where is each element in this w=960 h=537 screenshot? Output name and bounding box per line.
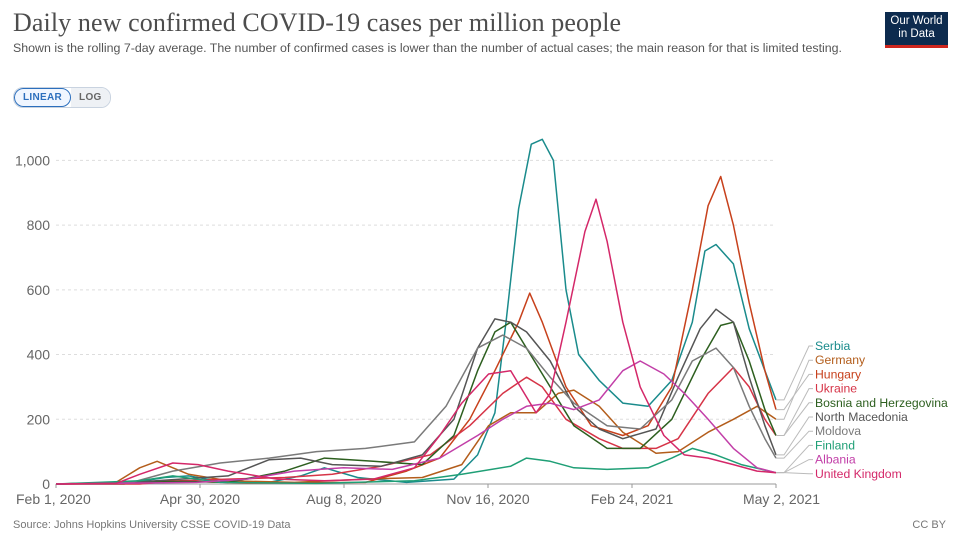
series-line-albania	[55, 360, 777, 485]
legend-label: Bosnia and Herzegovina	[815, 396, 948, 410]
y-tick-label: 400	[27, 347, 51, 363]
legend-label: United Kingdom	[815, 467, 902, 481]
legend-label: Serbia	[815, 339, 850, 353]
legend-connector	[776, 402, 813, 436]
legend-label: Moldova	[815, 424, 861, 438]
x-tick-label: May 2, 2021	[743, 491, 820, 507]
legend-connector	[776, 416, 813, 456]
legend-connector	[776, 345, 813, 401]
legend-connector	[776, 359, 813, 420]
series-line-bosnia-and-herzegovina	[55, 321, 777, 485]
y-tick-label: 0	[42, 476, 50, 492]
y-tick-label: 200	[27, 411, 51, 427]
series-line-serbia	[56, 138, 777, 485]
chart-subtitle: Shown is the rolling 7-day average. The …	[13, 41, 842, 55]
legend-label: Hungary	[815, 367, 862, 381]
logo-line2: in Data	[898, 28, 935, 40]
legend-label: Germany	[815, 353, 866, 367]
x-tick-label: Aug 8, 2020	[306, 491, 382, 507]
legend-connector	[776, 444, 813, 474]
legend-connector	[776, 472, 813, 475]
log-button[interactable]: LOG	[71, 88, 110, 107]
x-tick-label: Feb 24, 2021	[591, 491, 674, 507]
scale-toggle: LINEAR LOG	[13, 87, 111, 108]
legend-label: Finland	[815, 438, 855, 452]
series-line-ukraine	[56, 366, 777, 485]
x-tick-label: Nov 16, 2020	[446, 491, 529, 507]
y-tick-label: 600	[27, 282, 51, 298]
series-line-north-macedonia	[55, 308, 777, 485]
owid-logo[interactable]: Our World in Data	[885, 12, 948, 48]
series-line-moldova	[55, 334, 777, 485]
y-tick-label: 800	[27, 217, 51, 233]
source-note[interactable]: Source: Johns Hopkins University CSSE CO…	[13, 519, 291, 531]
legend-connector	[776, 373, 813, 411]
y-tick-label: 1,000	[15, 152, 50, 168]
legend-label: Albania	[815, 453, 856, 467]
series-line-hungary	[55, 175, 777, 485]
legend-connector	[776, 430, 813, 459]
logo-line1: Our World	[890, 15, 943, 27]
legend-label: North Macedonia	[815, 410, 908, 424]
legend-label: Ukraine	[815, 382, 857, 396]
linear-button[interactable]: LINEAR	[14, 88, 72, 107]
chart-title: Daily new confirmed COVID-19 cases per m…	[13, 8, 622, 37]
x-tick-label: Apr 30, 2020	[160, 491, 240, 507]
x-tick-label: Feb 1, 2020	[16, 491, 91, 507]
license-note[interactable]: CC BY	[912, 519, 946, 531]
series-line-united-kingdom	[55, 198, 777, 485]
